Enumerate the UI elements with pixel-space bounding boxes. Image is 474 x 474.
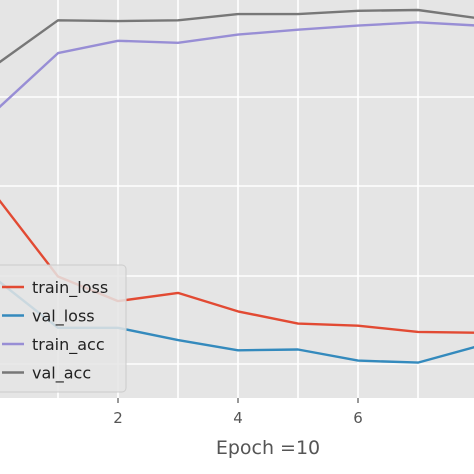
legend: train_loss val_loss train_acc val_acc [0, 264, 127, 393]
grid-lines [0, 0, 474, 398]
x-axis-ticks: 2 4 6 [113, 398, 363, 427]
legend-label-val-acc: val_acc [32, 364, 91, 384]
x-axis-label: Epoch =10 [216, 437, 320, 459]
legend-box [0, 264, 127, 393]
series-line-val-acc [0, 8, 474, 64]
x-tick-label: 4 [233, 409, 243, 427]
series-line-train-acc [0, 21, 474, 109]
legend-label-train-acc: train_acc [32, 335, 105, 355]
legend-label-train-loss: train_loss [32, 278, 108, 298]
x-tick-label: 6 [353, 409, 363, 427]
x-tick-label: 2 [113, 409, 123, 427]
legend-label-val-loss: val_loss [32, 307, 95, 327]
